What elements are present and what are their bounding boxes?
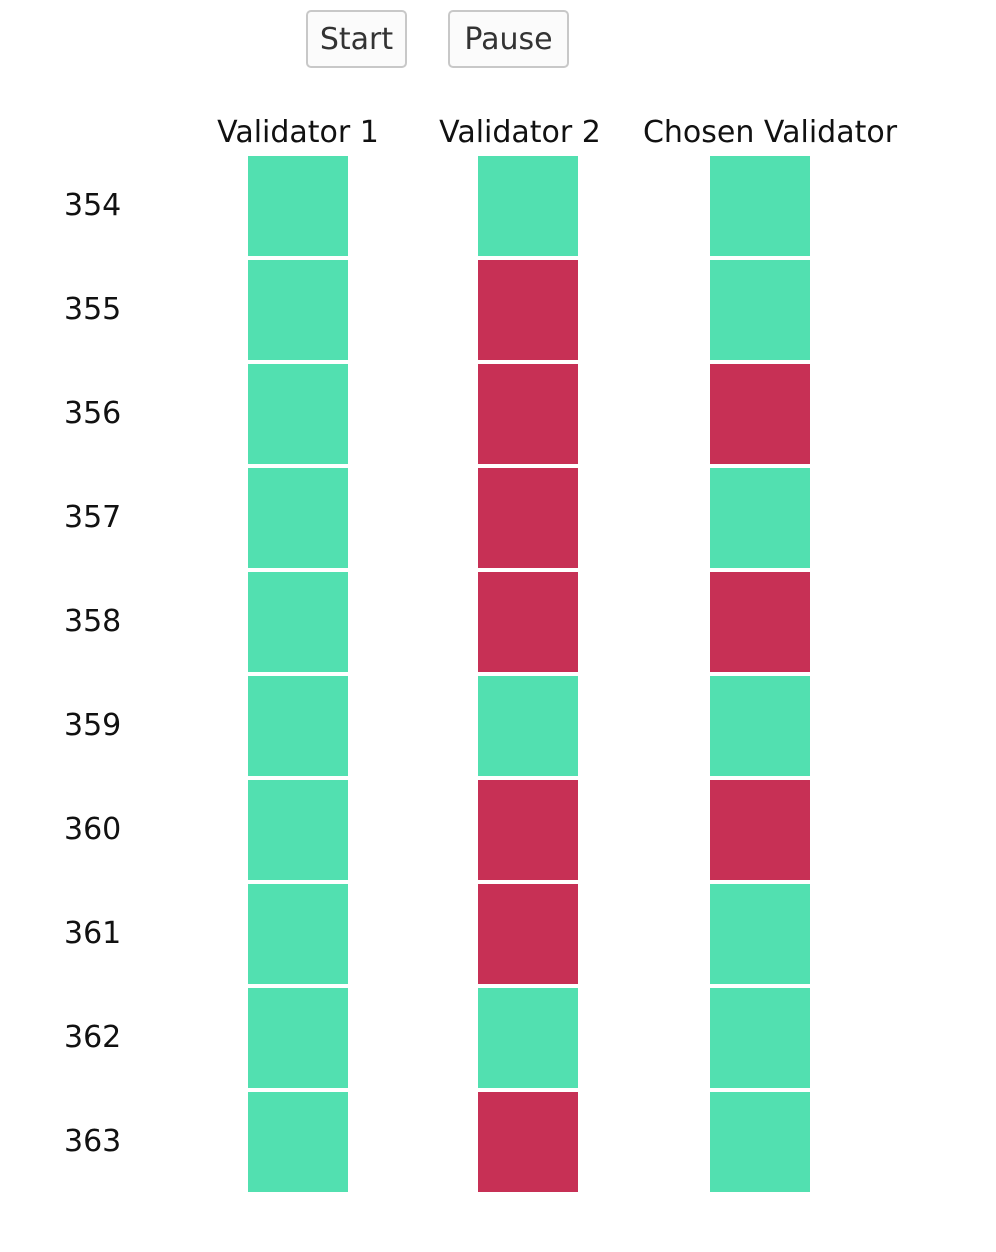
validator-2-cell [478,156,578,256]
column-header-chosen-validator: Chosen Validator [642,115,898,150]
validator-1-cell [248,1092,348,1192]
validator-1-cell [248,884,348,984]
row-label: 363 [64,1124,122,1159]
validator-1-cell [248,260,348,360]
row-label: 357 [64,500,122,535]
row-label: 358 [64,604,122,639]
chosen-validator-cell [710,572,810,672]
pause-button[interactable]: Pause [448,10,569,68]
chosen-validator-cell [710,156,810,256]
row-label: 354 [64,188,122,223]
row-label: 355 [64,292,122,327]
chosen-validator-cell [710,884,810,984]
validator-1-cell [248,676,348,776]
row-label: 359 [64,708,122,743]
column-header-validator-2: Validator 2 [439,115,601,150]
chosen-validator-cell [710,780,810,880]
validator-1-cell [248,364,348,464]
validator-1-cell [248,988,348,1088]
chosen-validator-cell [710,1092,810,1192]
row-label: 356 [64,396,122,431]
validator-2-cell [478,988,578,1088]
validator-1-cell [248,156,348,256]
row-label: 360 [64,812,122,847]
validator-2-cell [478,572,578,672]
validator-2-cell [478,676,578,776]
row-label: 361 [64,916,122,951]
validator-2-cell [478,260,578,360]
start-button[interactable]: Start [306,10,407,68]
row-label: 362 [64,1020,122,1055]
validator-1-cell [248,468,348,568]
validator-2-cell [478,468,578,568]
chosen-validator-cell [710,676,810,776]
validator-2-cell [478,884,578,984]
validator-2-cell [478,780,578,880]
validator-2-cell [478,1092,578,1192]
chosen-validator-cell [710,260,810,360]
validator-1-cell [248,572,348,672]
column-header-validator-1: Validator 1 [217,115,379,150]
chosen-validator-cell [710,364,810,464]
validator-1-cell [248,780,348,880]
chosen-validator-cell [710,988,810,1088]
chosen-validator-cell [710,468,810,568]
validator-2-cell [478,364,578,464]
